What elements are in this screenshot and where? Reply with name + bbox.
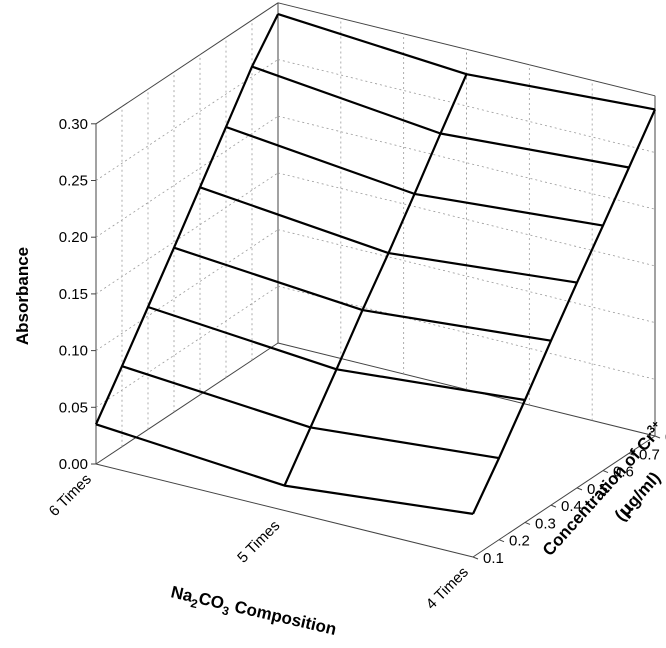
- floor-edge-front: [95, 463, 474, 558]
- y-tick-mark: [498, 539, 505, 543]
- y-tick-label: 0.4: [561, 498, 582, 515]
- y-tick-label: 0.3: [535, 515, 556, 532]
- x-tick-label: 5 Times: [234, 517, 283, 566]
- surface-mesh: [94, 13, 657, 515]
- surface-row-0.1: [95, 423, 474, 515]
- x-axis-title: Na2CO3 Composition: [168, 582, 338, 642]
- x-tick-label: 4 Times: [423, 564, 472, 613]
- surface-row-0.5: [199, 186, 578, 284]
- y-tick-label: 0.2: [509, 533, 530, 550]
- y-tick-label: 0.7: [639, 446, 660, 463]
- y-tick-mark: [628, 452, 635, 456]
- y-tick-label: 0.6: [613, 464, 634, 481]
- y-tick-mark: [576, 487, 583, 491]
- z-tick-label: 0.15: [59, 286, 88, 303]
- surface-row-0.3: [147, 305, 526, 402]
- z-tick-label: 0.25: [59, 173, 88, 190]
- surface-column-0: [94, 13, 279, 425]
- y-tick-mark: [654, 435, 661, 439]
- gridline-left-wall: [95, 59, 279, 181]
- gridline-left-wall: [95, 285, 279, 408]
- tick-labels: 0.00 0.05 0.10 0.15 0.20 0.25 0.30 6 Times 5 Tim…: [46, 116, 666, 613]
- z-tick-label: 0.10: [59, 343, 88, 360]
- y-tick-mark: [550, 504, 557, 508]
- gridlines: [95, 18, 656, 447]
- floor-edge-right: [472, 435, 656, 558]
- surface-row-0.2: [121, 365, 500, 460]
- surface-row-0.7: [251, 65, 630, 169]
- gridline-left-wall: [95, 172, 279, 295]
- surface-column-2: [472, 108, 657, 515]
- surface-row-0.4: [173, 246, 552, 342]
- surface-column-1: [283, 73, 468, 487]
- y-tick-label: 0.1: [483, 550, 504, 567]
- surface-row-0.6: [225, 125, 604, 227]
- y-tick-label: 0.5: [587, 481, 608, 498]
- wall-top-left: [95, 2, 279, 125]
- x-tick-label: 6 Times: [46, 471, 95, 520]
- gridline-left-wall: [95, 229, 279, 351]
- z-tick-label: 0.05: [59, 399, 88, 416]
- gridline-left-wall: [95, 115, 279, 238]
- y-tick-mark: [524, 521, 531, 525]
- y-tick-mark: [602, 470, 609, 474]
- z-tick-label: 0.30: [59, 116, 88, 133]
- y-tick-mark: [472, 556, 479, 560]
- z-tick-label: 0.00: [59, 456, 88, 473]
- z-tick-label: 0.20: [59, 229, 88, 246]
- z-axis-title: Absorbance: [13, 247, 32, 345]
- floor-edge-left: [95, 342, 279, 465]
